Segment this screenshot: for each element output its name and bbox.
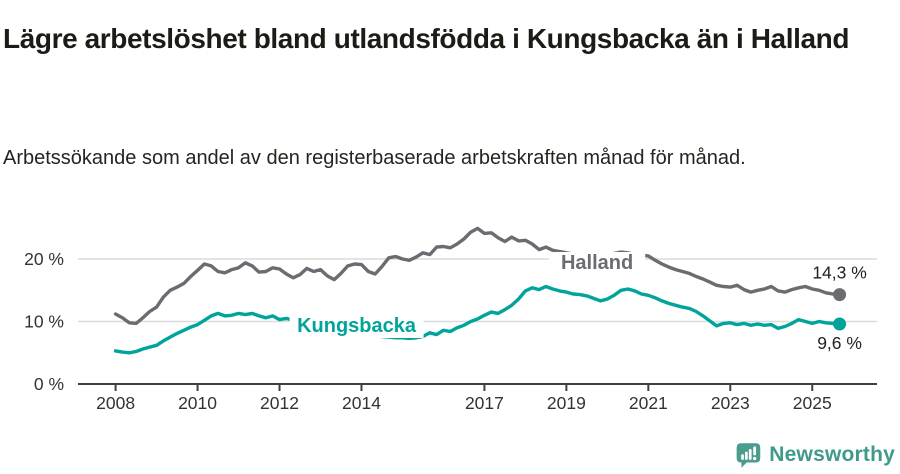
bar-chart-speech-bubble-icon [736,443,761,468]
kungsbacka-series-label: Kungsbacka [297,315,417,337]
newsworthy-brand-label: Newsworthy [769,443,895,466]
halland-end-dot [833,288,847,302]
x-tick-label-2014: 2014 [342,393,381,413]
halland-series-label: Halland [561,252,633,274]
kungsbacka-end-dot [833,317,847,331]
x-tick-label-2008: 2008 [96,393,135,413]
page-subtitle: Arbetssökande som andel av den registerb… [3,147,746,169]
newsworthy-logo[interactable]: Newsworthy [734,441,895,469]
x-tick-label-2019: 2019 [547,393,586,413]
x-tick-label-2017: 2017 [465,393,504,413]
halland-line [113,226,842,326]
page-title: Lägre arbetslöshet bland utlandsfödda i … [3,22,850,54]
x-tick-label-2023: 2023 [711,393,750,413]
kungsbacka-line [113,284,842,355]
y-tick-label-20: 20 % [24,249,64,269]
x-tick-label-2025: 2025 [793,393,832,413]
x-tick-label-2012: 2012 [260,393,299,413]
kungsbacka-end-value: 9,6 % [817,333,862,353]
halland-label-halo [549,252,646,275]
kungsbacka-label-halo [289,315,424,338]
halland-end-value: 14,3 % [812,263,866,283]
y-tick-label-10: 10 % [24,312,64,332]
x-tick-label-2010: 2010 [178,393,217,413]
y-tick-label-0: 0 % [34,374,64,394]
x-tick-label-2021: 2021 [629,393,668,413]
